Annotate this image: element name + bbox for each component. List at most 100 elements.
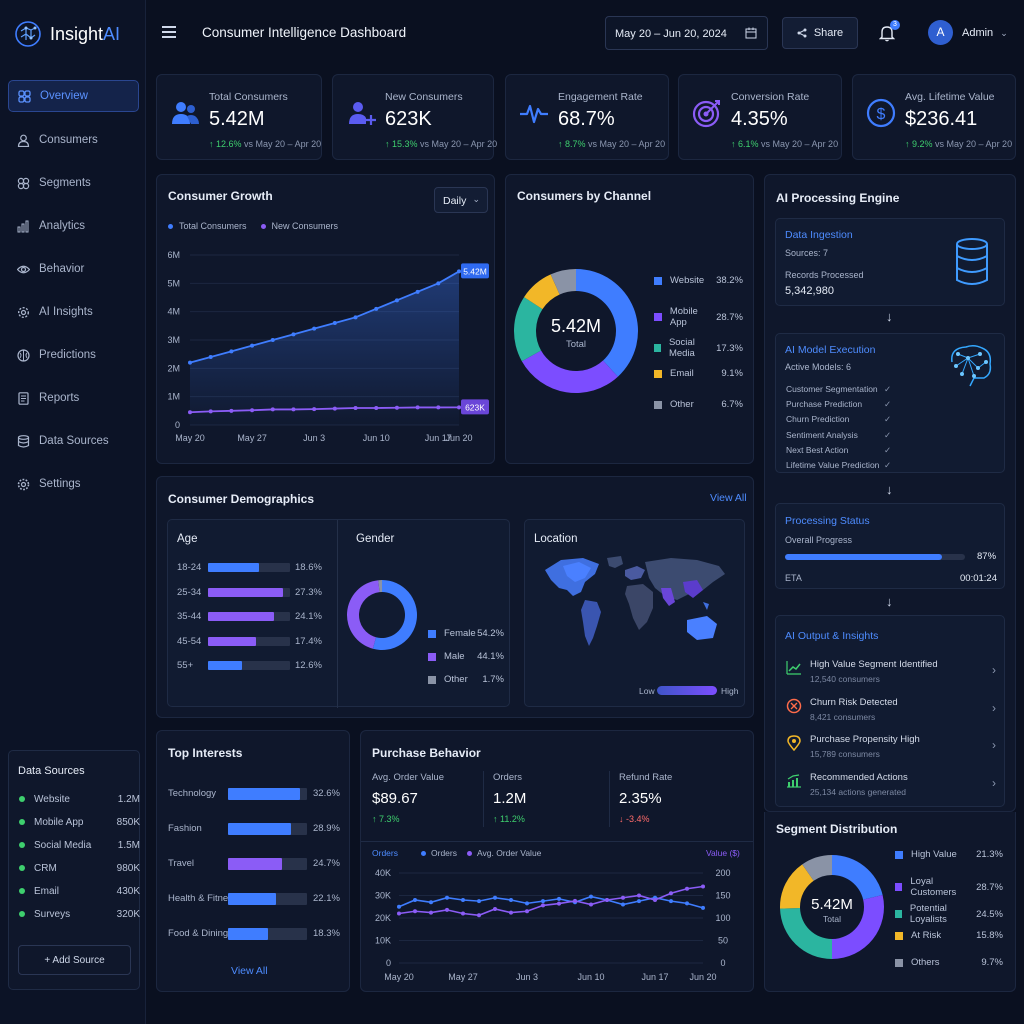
data-point[interactable] [374,306,379,311]
data-point[interactable] [291,407,296,412]
donut-slice-male[interactable] [346,580,380,649]
data-point[interactable] [397,911,401,916]
data-point[interactable] [332,406,337,411]
insight-row[interactable]: Churn Risk Detected 8,421 consumers › [784,694,1002,730]
data-point[interactable] [457,405,461,410]
share-button[interactable]: Share [782,17,858,49]
data-point[interactable] [188,410,192,415]
donut-slice-email[interactable] [524,274,560,310]
donut-slice-social-media[interactable] [514,297,543,362]
data-point[interactable] [374,406,379,410]
data-point[interactable] [509,898,513,902]
data-point[interactable] [445,895,449,900]
data-point[interactable] [637,899,641,904]
data-point[interactable] [250,408,255,413]
data-point[interactable] [188,360,192,365]
donut-slice-at-risk[interactable] [780,864,814,909]
app-logo[interactable]: InsightAI [14,16,120,52]
data-point[interactable] [353,406,358,410]
data-point[interactable] [477,899,481,904]
donut-slice-others[interactable] [802,855,832,881]
sidebar-item-behavior[interactable]: Behavior [8,253,139,285]
donut-slice-other[interactable] [378,580,382,593]
age-bar[interactable] [208,636,256,646]
data-point[interactable] [312,326,317,331]
donut-slice-website[interactable] [576,269,638,377]
user-menu[interactable]: Admin ⌄ [962,27,1008,39]
interests-view-all-link[interactable]: View All [231,965,268,977]
kpi-card-engagement-rate[interactable]: Engagement Rate 68.7% ↑ 8.7% vs May 20 – A… [505,74,669,160]
data-point[interactable] [653,898,657,902]
sidebar-item-reports[interactable]: Reports [8,382,139,414]
data-point[interactable] [250,343,255,348]
donut-slice-mobile-app[interactable] [521,350,618,393]
data-point[interactable] [332,321,337,325]
sidebar-item-overview[interactable]: Overview [8,80,139,112]
data-point[interactable] [208,409,213,414]
kpi-card-total-consumers[interactable]: Total Consumers 5.42M ↑ 12.6% vs May 20 – … [156,74,322,160]
donut-slice-high-value[interactable] [832,855,883,900]
data-point[interactable] [312,407,317,412]
data-point[interactable] [429,900,433,905]
interest-bar[interactable] [228,858,283,870]
data-point[interactable] [445,907,449,912]
age-bar[interactable] [208,612,274,621]
donut-slice-potential-loyalists[interactable] [780,908,832,959]
data-point[interactable] [461,898,465,902]
data-point[interactable] [477,913,481,918]
insight-row[interactable]: Purchase Propensity High 15,789 consumers… [784,731,1002,767]
data-point[interactable] [270,407,275,412]
age-bar[interactable] [208,563,259,572]
kpi-card-new-consumers[interactable]: New Consumers 623K ↑ 15.3% vs May 20 – Apr… [332,74,497,160]
data-point[interactable] [208,355,213,359]
data-point[interactable] [541,899,545,904]
sidebar-item-data-sources[interactable]: Data Sources [8,425,139,457]
kpi-card-avg-lifetime-value[interactable]: $ Avg. Lifetime Value $236.41 ↑ 9.2% vs May… [852,74,1016,160]
data-point[interactable] [353,315,358,320]
data-point[interactable] [429,910,433,915]
notifications-button[interactable]: 3 [879,20,900,44]
date-range-picker[interactable]: May 20 – Jun 20, 2024 [605,16,768,50]
data-point[interactable] [229,349,234,354]
sidebar-item-ai-insights[interactable]: AI Insights [8,296,139,328]
interest-bar[interactable] [228,788,300,800]
data-point[interactable] [589,902,593,907]
data-point[interactable] [461,911,465,916]
data-point[interactable] [291,332,296,337]
data-point[interactable] [669,899,673,904]
age-bar[interactable] [208,661,243,670]
data-point[interactable] [605,898,609,902]
sidebar-item-analytics[interactable]: Analytics [8,210,139,242]
data-point[interactable] [436,281,441,286]
demographics-view-all-link[interactable]: View All [710,492,747,504]
data-point[interactable] [457,269,461,274]
data-point[interactable] [509,910,513,915]
interest-bar[interactable] [228,823,292,835]
insight-row[interactable]: Recommended Actions 25,134 actions genera… [784,769,1002,805]
data-point[interactable] [397,904,401,909]
data-point[interactable] [270,338,275,342]
sidebar-item-segments[interactable]: Segments [8,167,139,199]
data-point[interactable] [525,909,529,914]
sidebar-item-consumers[interactable]: Consumers [8,124,139,156]
data-point[interactable] [669,891,673,896]
data-point[interactable] [415,289,420,294]
data-point[interactable] [557,901,561,906]
kpi-card-conversion-rate[interactable]: Conversion Rate 4.35% ↑ 6.1% vs May 20 – A… [678,74,842,160]
donut-slice-loyal-customers[interactable] [832,895,884,959]
data-point[interactable] [701,905,705,910]
data-point[interactable] [589,894,593,899]
data-point[interactable] [621,902,625,907]
data-point[interactable] [557,896,561,901]
sidebar-item-predictions[interactable]: Predictions [8,339,139,371]
data-point[interactable] [541,903,545,908]
data-point[interactable] [701,884,705,889]
interest-bar[interactable] [228,893,277,905]
data-point[interactable] [394,298,399,303]
data-point[interactable] [525,901,529,906]
period-select[interactable]: Daily ⌄ [434,187,488,213]
data-point[interactable] [637,893,641,898]
sidebar-item-settings[interactable]: Settings [8,468,139,500]
insight-row[interactable]: High Value Segment Identified 12,540 cons… [784,656,1002,692]
data-point[interactable] [685,886,689,891]
